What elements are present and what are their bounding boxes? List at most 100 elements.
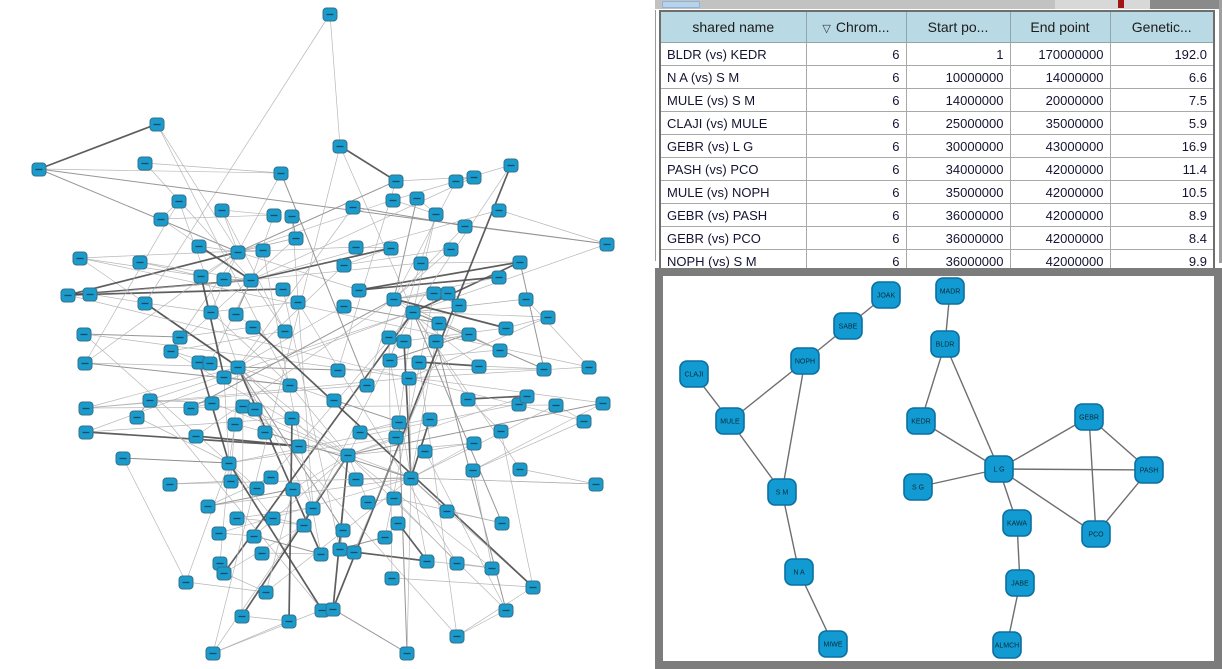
network-edge [343,305,440,324]
network-node-gebr[interactable]: GEBR [1074,403,1104,431]
small-network-canvas[interactable]: JOAK SABE NOPH CLAJI MULE S M N A MIWE MADR BLDR K… [663,276,1214,661]
node-shape[interactable] [784,558,814,586]
column-header-1[interactable]: ▽ Chrom... [805,10,907,43]
node-shape[interactable] [715,407,745,435]
network-edge [408,366,590,379]
table-row[interactable]: GEBR (vs) PASH 6 36000000 42000000 8.9 [659,203,1215,227]
cell-value: 6 [805,203,907,227]
node-label: KAWA [1007,521,1027,528]
network-node-l-g[interactable]: L G [984,455,1014,483]
cell-value: 35000000 [1009,111,1111,135]
node-shape[interactable] [984,455,1014,483]
cell-value: 42000000 [1009,157,1111,181]
network-edge [84,251,239,364]
network-edge [89,293,146,304]
cell-value: 42000000 [1009,180,1111,204]
cell-value: 6 [805,226,907,250]
network-edge [228,462,323,611]
network-node-joak[interactable]: JOAK [871,281,901,309]
network-edge [339,145,397,182]
network-edge [389,349,501,361]
node-shape[interactable] [871,281,901,309]
network-edge [393,180,457,300]
node-label: MULE [720,419,740,426]
network-edge [67,294,585,422]
table-row[interactable]: MULE (vs) S M 6 14000000 20000000 7.5 [659,88,1215,112]
node-shape[interactable] [818,630,848,658]
node-shape[interactable] [992,631,1022,659]
network-edge [343,247,392,266]
column-header-4[interactable]: Genetic... [1109,10,1215,43]
node-label: CLAJI [684,372,703,379]
cell-shared-name: GEBR (vs) L G [659,134,807,158]
node-shape[interactable] [1134,456,1164,484]
cell-value: 6 [805,180,907,204]
table-row[interactable]: N A (vs) S M 6 10000000 14000000 6.6 [659,65,1215,89]
network-node-noph[interactable]: NOPH [790,347,820,375]
network-node-n-a[interactable]: N A [784,558,814,586]
network-node-kedr[interactable]: KEDR [906,407,936,435]
node-shape[interactable] [930,330,960,358]
network-node-sabe[interactable]: SABE [833,312,863,340]
network-edge [393,298,507,329]
network-node-mule[interactable]: MULE [715,407,745,435]
node-shape[interactable] [833,312,863,340]
network-edge [343,248,452,266]
table-row[interactable]: GEBR (vs) L G 6 30000000 43000000 16.9 [659,134,1215,158]
network-edge [254,408,458,637]
column-header-3[interactable]: End point [1009,10,1111,43]
network-edge [85,404,557,409]
node-shape[interactable] [679,360,709,388]
network-edge [412,243,608,313]
network-edge [412,311,469,400]
network-node-miwe[interactable]: MIWE [818,630,848,658]
column-header-0[interactable]: shared name [659,10,807,43]
column-header-2[interactable]: Start po... [905,10,1011,43]
node-shape[interactable] [1002,509,1032,537]
network-edge [250,279,286,332]
filter-icon[interactable]: ▽ [822,23,831,35]
table-row[interactable]: MULE (vs) NOPH 6 35000000 42000000 10.5 [659,180,1215,204]
network-node-pash[interactable]: PASH [1134,456,1164,484]
node-shape[interactable] [790,347,820,375]
table-row[interactable]: PASH (vs) PCO 6 34000000 42000000 11.4 [659,157,1215,181]
cell-value: 5.9 [1109,111,1215,135]
node-shape[interactable] [1005,569,1035,597]
horizontal-scrollbar[interactable] [655,0,1222,9]
network-node-pco[interactable]: PCO [1081,520,1111,548]
network-node-s-g[interactable]: S G [903,473,933,501]
network-edge [170,237,297,352]
table-row[interactable]: GEBR (vs) PCO 6 36000000 42000000 8.4 [659,226,1215,250]
node-shape[interactable] [1074,403,1104,431]
network-edge [408,377,412,479]
node-label: SABE [839,324,858,331]
node-shape[interactable] [906,407,936,435]
network-edge [398,421,408,654]
cell-value: 34000000 [905,157,1011,181]
network-node-claji[interactable]: CLAJI [679,360,709,388]
cell-value: 20000000 [1009,88,1111,112]
node-shape[interactable] [935,277,965,305]
network-edge [337,180,397,371]
large-network-canvas[interactable] [0,0,652,669]
node-shape[interactable] [767,478,797,506]
network-edge [144,302,239,368]
table-row[interactable]: CLAJI (vs) MULE 6 25000000 35000000 5.9 [659,111,1215,135]
cell-value: 43000000 [1009,134,1111,158]
cell-value: 35000000 [905,180,1011,204]
node-label: KEDR [911,419,930,426]
network-node-almch[interactable]: ALMCH [992,631,1022,659]
network-node-madr[interactable]: MADR [935,277,965,305]
network-node-jabe[interactable]: JABE [1005,569,1035,597]
network-edge [410,442,475,479]
node-shape[interactable] [1081,520,1111,548]
cell-value: 7.5 [1109,88,1215,112]
network-edge [1088,416,1097,535]
table-row[interactable]: BLDR (vs) KEDR 6 1 170000000 192.0 [659,42,1215,66]
network-node-bldr[interactable]: BLDR [930,330,960,358]
node-shape[interactable] [903,473,933,501]
node-label: S G [912,485,924,492]
scrollbar-thumb[interactable] [662,1,700,8]
network-node-s-m[interactable]: S M [767,478,797,506]
network-node-kawa[interactable]: KAWA [1002,509,1032,537]
